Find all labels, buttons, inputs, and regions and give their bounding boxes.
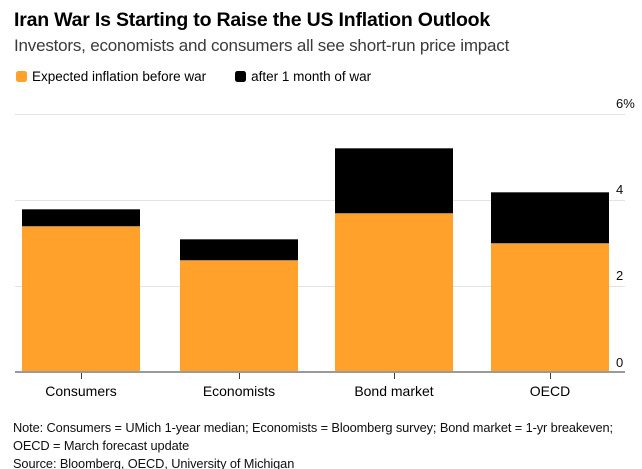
x-axis-tick-consumers — [81, 373, 82, 379]
legend: Expected inflation before war after 1 mo… — [16, 69, 371, 84]
bar-before-war-bond-market — [335, 213, 453, 373]
gridline-4 — [15, 200, 625, 202]
y-axis-label-0: 0 — [616, 354, 624, 370]
legend-label-before-war: Expected inflation before war — [32, 69, 207, 84]
category-label-economists: Economists — [202, 383, 276, 399]
legend-item-before-war: Expected inflation before war — [16, 69, 206, 84]
bar-before-war-oecd — [491, 243, 609, 373]
x-axis-tick-oecd — [550, 373, 551, 379]
gridline-6 — [15, 114, 625, 116]
note-line-2: OECD = March forecast update — [13, 438, 190, 453]
chart-subtitle: Investors, economists and consumers all … — [14, 36, 510, 55]
chart-footnote: Note: Consumers = UMich 1-year median; E… — [13, 419, 613, 469]
legend-swatch-orange-icon — [16, 71, 27, 82]
chart-title: Iran War Is Starting to Raise the US Inf… — [14, 9, 491, 31]
legend-swatch-black-icon — [235, 71, 247, 82]
legend-item-after-war: after 1 month of war — [235, 69, 371, 84]
bar-after-war-economists — [180, 238, 298, 261]
x-axis-tick-economists — [239, 373, 240, 379]
note-line-1: Note: Consumers = UMich 1-year median; E… — [13, 420, 613, 435]
x-axis-line — [15, 371, 625, 373]
source-line: Source: Bloomberg, OECD, University of M… — [13, 456, 295, 469]
bar-before-war-economists — [180, 260, 298, 373]
category-label-bond-market: Bond market — [354, 383, 434, 399]
category-label-oecd: OECD — [529, 383, 571, 399]
y-axis-label-4: 4 — [616, 182, 624, 198]
bar-before-war-consumers — [22, 226, 140, 373]
y-axis-label-6: 6% — [616, 96, 635, 112]
category-label-consumers: Consumers — [45, 383, 117, 399]
legend-label-after-war: after 1 month of war — [251, 69, 372, 84]
bar-after-war-bond-market — [335, 148, 453, 214]
x-axis-tick-bond-market — [394, 373, 395, 379]
bar-after-war-oecd — [491, 191, 609, 244]
y-axis-label-2: 2 — [616, 268, 624, 284]
bar-after-war-consumers — [22, 208, 140, 226]
gridline-2 — [15, 286, 625, 288]
